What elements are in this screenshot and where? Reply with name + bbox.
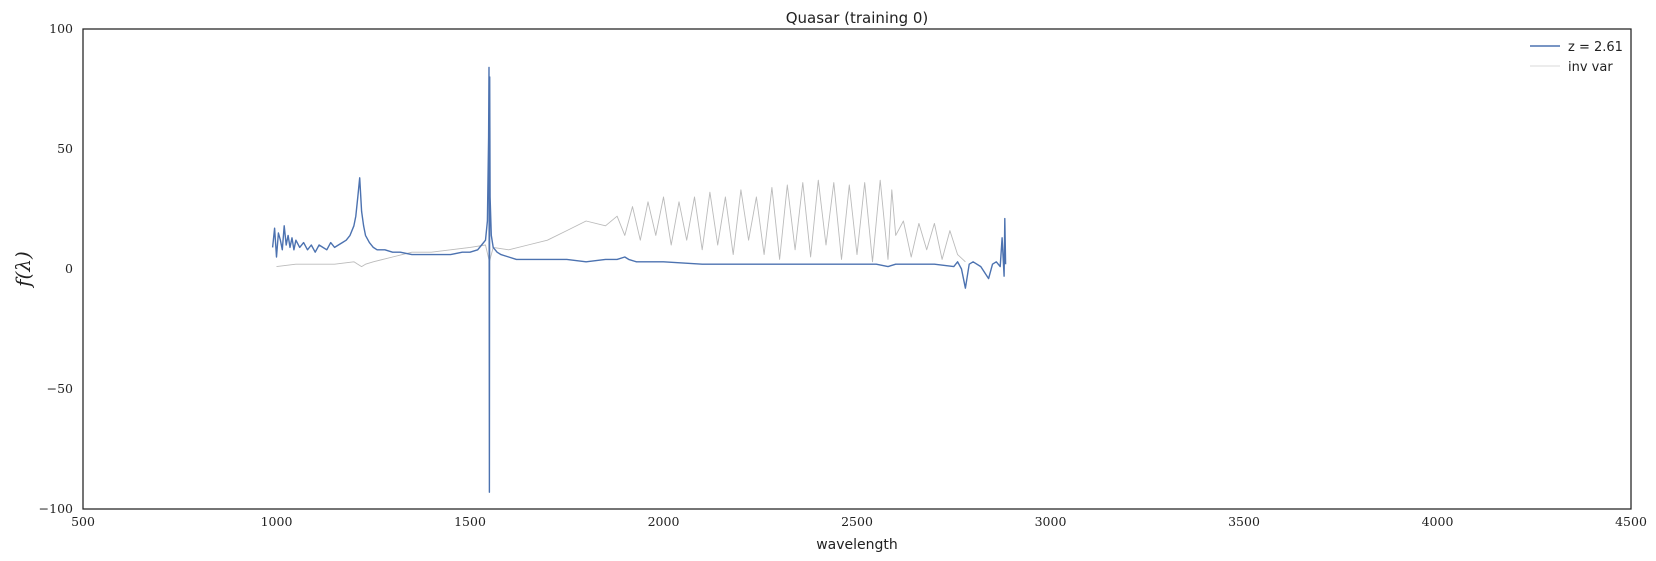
legend-label-series-1: z = 2.61 (1568, 40, 1623, 55)
chart-title: Quasar (training 0) (786, 9, 929, 27)
x-axis: 500 1000 1500 2000 2500 3000 3500 4000 4500 (71, 514, 1647, 529)
series-line-inv-var (276, 179, 966, 268)
y-tick-label: −100 (39, 501, 73, 516)
y-axis: 100 50 0 −50 −100 (39, 21, 73, 516)
plot-area (82, 28, 1632, 510)
y-tick-label: 0 (65, 261, 73, 276)
x-tick-label: 3000 (1035, 514, 1067, 529)
series-line-flux (271, 66, 1007, 493)
y-tick-label: 100 (49, 21, 73, 36)
x-tick-label: 1000 (261, 514, 293, 529)
y-tick-label: 50 (57, 141, 73, 156)
x-axis-label: wavelength (816, 537, 898, 553)
series-layer (271, 66, 1007, 493)
x-tick-label: 3500 (1228, 514, 1260, 529)
legend: z = 2.61 inv var (1530, 40, 1623, 75)
x-tick-label: 4500 (1615, 514, 1647, 529)
x-tick-label: 2500 (841, 514, 873, 529)
x-tick-label: 4000 (1422, 514, 1454, 529)
x-tick-label: 2000 (648, 514, 680, 529)
y-tick-label: −50 (47, 381, 73, 396)
y-axis-label: f(λ) (11, 251, 35, 289)
x-tick-label: 500 (71, 514, 95, 529)
x-tick-label: 1500 (454, 514, 486, 529)
legend-label-series-2: inv var (1568, 60, 1613, 75)
